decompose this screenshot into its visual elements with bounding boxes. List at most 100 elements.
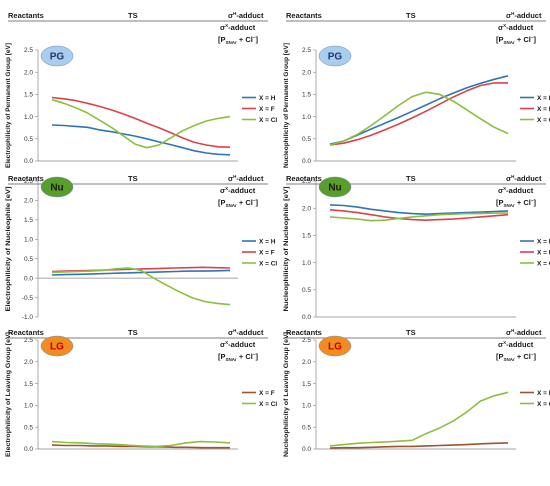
- header-sigma-x-adduct: σX-adduct: [220, 23, 256, 32]
- y-tick-label: 1.5: [302, 233, 311, 240]
- series-line-xf: [329, 209, 509, 221]
- sigma-symbol: σ: [220, 23, 225, 32]
- sigma-adduct-text: -adduct: [228, 23, 256, 32]
- sigma-superscript: H: [233, 328, 236, 333]
- series-line-xf: [329, 82, 508, 146]
- header-sigma-h-adduct: σH-adduct: [228, 11, 264, 20]
- series-line-xcl: [329, 391, 509, 447]
- y-tick-label: 2.0: [302, 359, 311, 366]
- header-ts: TS: [128, 11, 138, 20]
- y-tick-label: 2.5: [302, 178, 311, 185]
- group-badge-label: Nu: [50, 183, 63, 194]
- series-line-xh: [329, 204, 509, 215]
- header-reactants: Reactants: [286, 11, 322, 20]
- legend-label: X = F: [259, 106, 275, 113]
- bracket-superscript: −: [531, 352, 534, 357]
- legend-label: X = F: [259, 249, 275, 256]
- y-tick-label: 1.0: [24, 403, 33, 410]
- y-tick-label: 2.5: [24, 178, 33, 185]
- group-badge-label: LG: [328, 342, 342, 353]
- y-tick-label: 0.0: [24, 158, 33, 165]
- y-tick-label: 2.5: [302, 47, 311, 54]
- sigma-superscript: H: [511, 174, 514, 179]
- sigma-superscript: X: [225, 186, 228, 191]
- series-line-xcl: [51, 267, 231, 306]
- sigma-superscript: X: [225, 340, 228, 345]
- sigma-superscript: H: [511, 11, 514, 16]
- bracket-superscript: −: [253, 352, 256, 357]
- y-tick-label: 0.5: [24, 256, 33, 263]
- sigma-symbol: σ: [506, 328, 511, 337]
- series-line-xh: [51, 269, 231, 276]
- header-reactants: Reactants: [286, 328, 322, 337]
- header-sigma-h-adduct: σH-adduct: [506, 328, 542, 337]
- bracket-mid: + Cl: [237, 352, 253, 361]
- header-product-bracket: [PSNAr + Cl−]: [496, 352, 536, 362]
- bracket-open: [P: [496, 352, 504, 361]
- group-badge-nu: [318, 176, 352, 198]
- y-axis-title: Electrophilicity of Nucleophile [eV]: [5, 187, 12, 312]
- sigma-superscript: X: [503, 23, 506, 28]
- bracket-close: ]: [255, 198, 258, 207]
- y-tick-label: 1.0: [24, 236, 33, 243]
- bracket-close: ]: [255, 35, 258, 44]
- sigma-superscript: H: [233, 11, 236, 16]
- sigma-adduct-text: -adduct: [236, 328, 264, 337]
- legend-label: X = F: [537, 249, 550, 256]
- bracket-mid: + Cl: [515, 352, 531, 361]
- series-line-xh: [329, 75, 509, 145]
- series-line-xf: [329, 442, 509, 449]
- y-tick-label: 0.0: [302, 158, 311, 165]
- y-tick-label: 0.0: [302, 314, 311, 321]
- bracket-close: ]: [255, 352, 258, 361]
- bracket-mid: + Cl: [515, 35, 531, 44]
- sigma-symbol: σ: [506, 174, 511, 183]
- series-line-xcl: [329, 91, 509, 146]
- y-tick-label: 0.5: [302, 136, 311, 143]
- sigma-adduct-text: -adduct: [514, 174, 542, 183]
- sigma-adduct-text: -adduct: [236, 11, 264, 20]
- header-sigma-h-adduct: σH-adduct: [228, 328, 264, 337]
- y-tick-label: 2.0: [302, 69, 311, 76]
- sigma-symbol: σ: [228, 11, 233, 20]
- sigma-symbol: σ: [498, 186, 503, 195]
- y-tick-label: 2.5: [24, 337, 33, 344]
- legend-label: X = Cl: [259, 260, 277, 267]
- y-tick-label: -1.0: [22, 314, 34, 321]
- legend-label: X = Cl: [537, 260, 550, 267]
- y-tick-label: -0.5: [22, 295, 34, 302]
- sigma-symbol: σ: [228, 328, 233, 337]
- legend-label: X = H: [537, 238, 550, 245]
- bracket-subscript: SNAr: [226, 357, 238, 362]
- bracket-superscript: −: [531, 35, 534, 40]
- bracket-open: [P: [218, 35, 226, 44]
- bracket-subscript: SNAr: [504, 203, 516, 208]
- group-badge-pg: [40, 45, 74, 67]
- bracket-subscript: SNAr: [226, 40, 238, 45]
- y-tick-label: 2.0: [24, 198, 33, 205]
- group-badge-lg: [40, 335, 74, 357]
- sigma-adduct-text: -adduct: [506, 186, 534, 195]
- series-line-xcl: [51, 440, 231, 448]
- y-tick-label: 1.0: [302, 260, 311, 267]
- y-tick-label: 1.5: [302, 381, 311, 388]
- header-product-bracket: [PSNAr + Cl−]: [496, 35, 536, 45]
- y-tick-label: 1.5: [24, 217, 33, 224]
- sigma-superscript: X: [503, 186, 506, 191]
- header-sigma-h-adduct: σH-adduct: [506, 174, 542, 183]
- y-tick-label: 0.5: [24, 424, 33, 431]
- header-product-bracket: [PSNAr + Cl−]: [218, 352, 258, 362]
- legend-label: X = Cl: [259, 117, 277, 124]
- legend-label: X = H: [259, 95, 276, 102]
- bracket-open: [P: [218, 198, 226, 207]
- y-tick-label: 2.0: [302, 205, 311, 212]
- sigma-symbol: σ: [498, 23, 503, 32]
- y-tick-label: 0.5: [302, 424, 311, 431]
- bracket-mid: + Cl: [237, 198, 253, 207]
- legend-label: X = Cl: [259, 401, 277, 408]
- bracket-mid: + Cl: [515, 198, 531, 207]
